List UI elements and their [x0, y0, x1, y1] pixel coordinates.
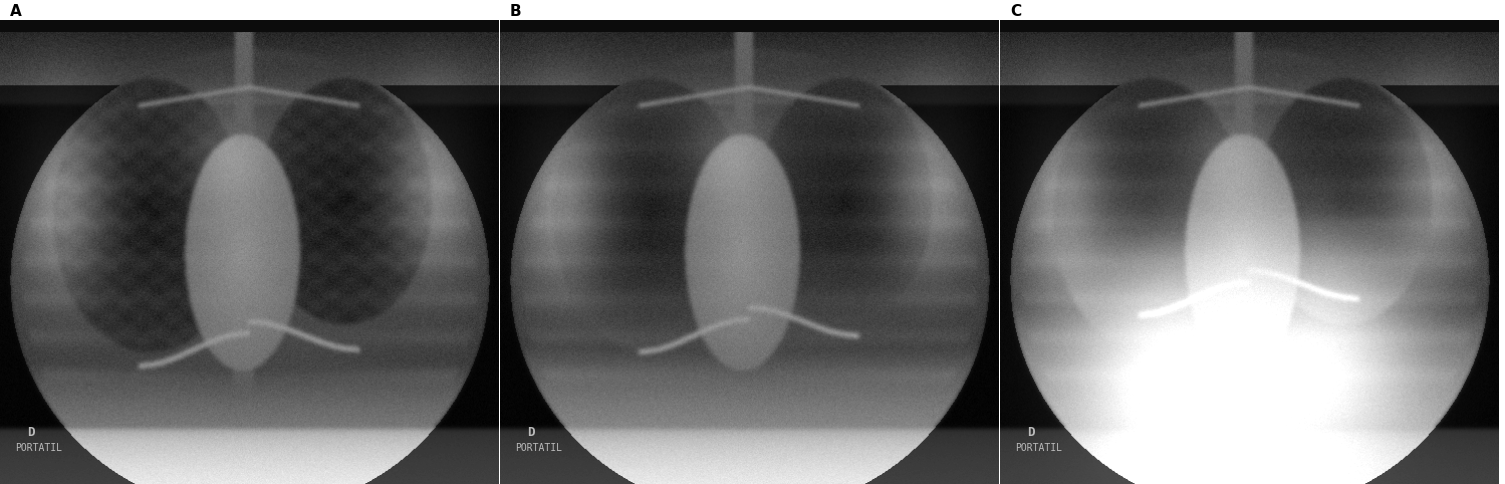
Text: PORTATIL: PORTATIL — [1014, 443, 1063, 453]
Text: D: D — [527, 426, 534, 439]
Text: PORTATIL: PORTATIL — [15, 443, 62, 453]
Text: B: B — [510, 3, 522, 18]
Text: PORTATIL: PORTATIL — [515, 443, 561, 453]
Text: D: D — [1028, 426, 1035, 439]
Text: D: D — [27, 426, 35, 439]
Text: A: A — [11, 3, 21, 18]
Text: C: C — [1010, 3, 1020, 18]
